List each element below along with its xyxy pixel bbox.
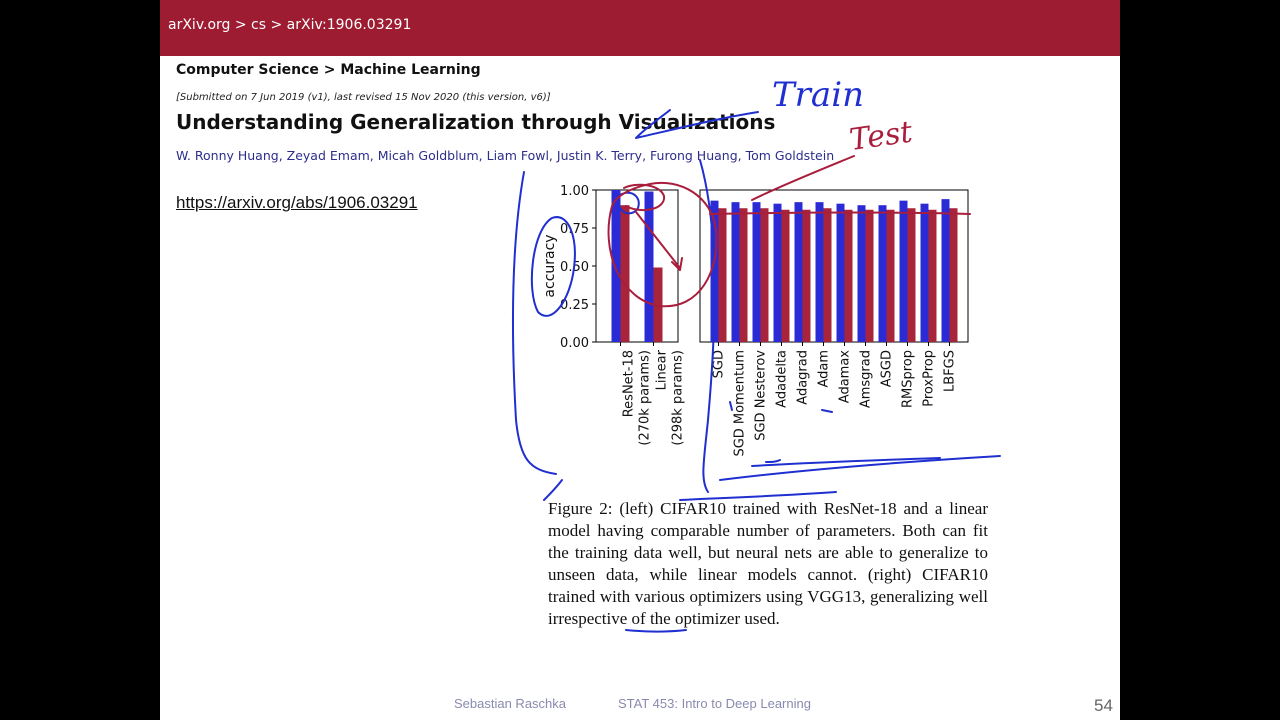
x-tick-label: Amsgrad	[859, 350, 874, 408]
bar-blue	[644, 191, 654, 342]
x-tick-label: Adagrad	[796, 350, 811, 405]
bar-red	[739, 208, 748, 342]
bar-red	[844, 209, 853, 342]
bar-red	[781, 209, 790, 342]
x-tick-label: SGD Momentum	[733, 350, 748, 457]
arxiv-banner: arXiv.org > cs > arXiv:1906.03291	[160, 0, 1120, 56]
bar-blue	[857, 205, 866, 342]
bar-red	[949, 208, 958, 342]
x-tick-label-line: (298k params)	[671, 350, 686, 446]
x-tick-label-line: (270k params)	[638, 350, 653, 446]
bar-blue	[920, 203, 929, 342]
bar-blue	[836, 203, 845, 342]
bar-red	[802, 209, 811, 342]
x-tick-label-line: LBFGS	[943, 350, 958, 392]
x-tick-label-line: Adam	[817, 350, 832, 388]
ink-test-label: Test	[847, 114, 915, 158]
y-tick-label: 0.75	[560, 222, 589, 237]
bar-blue	[815, 202, 824, 342]
y-axis-label: accuracy	[542, 234, 558, 297]
bar-red	[718, 208, 727, 342]
bar-red	[620, 205, 630, 342]
paper-link[interactable]: https://arxiv.org/abs/1906.03291	[176, 193, 418, 212]
bar-blue	[773, 203, 782, 342]
x-tick-label-line: SGD Nesterov	[754, 350, 769, 441]
bar-blue	[731, 202, 740, 342]
ink-vgg-underline	[625, 629, 687, 633]
plot-frame	[595, 189, 679, 343]
bar-red	[823, 208, 832, 342]
x-tick-label-line: Adamax	[838, 350, 853, 404]
bar-blue	[611, 190, 621, 342]
x-tick-label-line: Adagrad	[796, 350, 811, 405]
ink-lower-bracket	[543, 479, 563, 501]
ink-train-label: Train	[772, 75, 864, 115]
x-tick-label: Adamax	[838, 350, 853, 404]
x-tick-label: SGD Nesterov	[754, 350, 769, 441]
y-tick-label: 0.00	[560, 336, 589, 351]
accuracy-bar-charts: 0.00 0.25 0.50 0.75 1.00 accuracy ResNet-18(27…	[542, 184, 969, 457]
bar-blue	[752, 202, 761, 342]
bar-red	[928, 209, 937, 342]
x-tick-label-line: ProxProp	[922, 350, 937, 407]
subject-line: Computer Science > Machine Learning	[176, 62, 481, 78]
x-tick-label-line: ASGD	[880, 350, 895, 387]
x-tick-label-line: Amsgrad	[859, 350, 874, 408]
x-tick-label-line: RMSprop	[901, 350, 916, 408]
x-tick-label: LBFGS	[943, 350, 958, 392]
x-tick-label: SGD	[712, 350, 727, 378]
submission-date: [Submitted on 7 Jun 2019 (v1), last revi…	[176, 92, 551, 103]
y-tick-label: 1.00	[560, 184, 589, 199]
x-tick-label-line: ResNet-18	[622, 350, 637, 417]
footer-author: Sebastian Raschka	[454, 696, 567, 711]
x-tick-label-line: Linear	[655, 349, 670, 390]
x-tick-label-line: SGD Momentum	[733, 350, 748, 457]
x-tick-label: ASGD	[880, 350, 895, 387]
paper-title: Understanding Generalization through Vis…	[176, 110, 776, 134]
bar-red	[865, 209, 874, 342]
bar-blue	[878, 205, 887, 342]
bar-red	[760, 208, 769, 342]
x-tick-label: Linear(298k params)	[655, 349, 686, 445]
bar-red	[907, 208, 916, 342]
x-tick-label-line: Adadelta	[775, 350, 790, 408]
x-tick-label-line: SGD	[712, 350, 727, 378]
bar-blue	[941, 199, 950, 342]
breadcrumb[interactable]: arXiv.org > cs > arXiv:1906.03291	[168, 17, 412, 33]
bar-blue	[710, 200, 719, 342]
figure-caption: Figure 2: (left) CIFAR10 trained with Re…	[548, 499, 988, 628]
x-tick-label: Adadelta	[775, 350, 790, 408]
bar-red	[653, 267, 663, 342]
footer-course: STAT 453: Intro to Deep Learning	[618, 696, 811, 711]
x-tick-label: ProxProp	[922, 350, 937, 407]
x-tick-label: Adam	[817, 350, 832, 388]
author-list[interactable]: W. Ronny Huang, Zeyad Emam, Micah Goldbl…	[176, 148, 835, 163]
x-tick-label: RMSprop	[901, 350, 916, 408]
bar-red	[886, 209, 895, 342]
y-tick-label: 0.25	[560, 298, 589, 313]
y-tick-label: 0.50	[560, 260, 589, 275]
bar-blue	[794, 202, 803, 342]
page-number: 54	[1094, 696, 1113, 715]
bar-blue	[899, 200, 908, 342]
slide: arXiv.org > cs > arXiv:1906.03291 Comput…	[160, 0, 1120, 720]
x-tick-label: ResNet-18(270k params)	[622, 350, 653, 446]
